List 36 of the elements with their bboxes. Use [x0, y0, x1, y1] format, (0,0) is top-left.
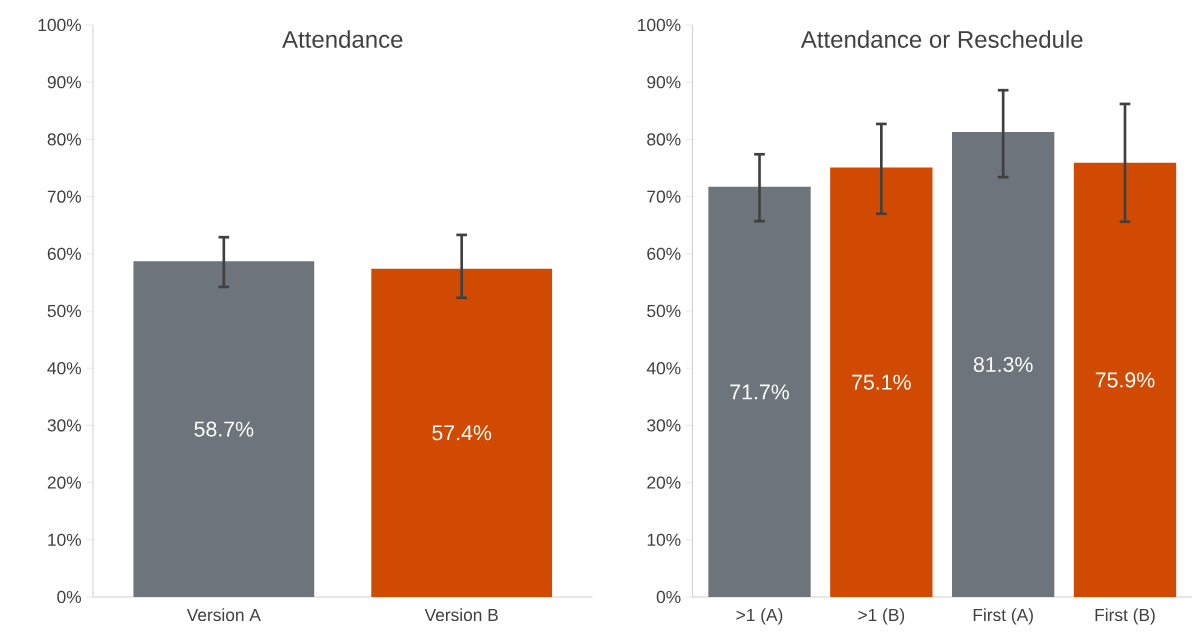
y-tick-label: 10%: [647, 533, 681, 546]
y-tick-label: 40%: [646, 362, 681, 375]
data-label: 75.9%: [1095, 372, 1155, 388]
y-tick-label: 60%: [647, 247, 681, 260]
y-tick-label: 80%: [47, 133, 82, 146]
x-tick-label: Version A: [186, 608, 261, 622]
y-tick-label: 70%: [47, 190, 82, 203]
y-tick-label: 20%: [647, 476, 681, 489]
y-tick-label: 0%: [656, 590, 681, 604]
data-label: 58.7%: [194, 421, 254, 437]
chart-title: Attendance or Reschedule: [800, 30, 1083, 48]
y-tick-label: 30%: [647, 419, 681, 432]
y-tick-label: 90%: [647, 76, 681, 89]
y-tick-label: 100%: [638, 18, 681, 32]
y-tick-label: 80%: [647, 133, 681, 146]
y-tick-label: 20%: [47, 476, 82, 489]
chart-title: Attendance: [282, 30, 403, 48]
x-tick-label: >1 (B): [858, 608, 905, 625]
y-tick-label: 70%: [647, 190, 681, 203]
data-label: 81.3%: [973, 356, 1033, 373]
y-tick-label: 100%: [38, 18, 82, 32]
data-label: 71.7%: [730, 384, 789, 400]
data-label: 75.1%: [852, 374, 911, 390]
y-tick-label: 60%: [47, 247, 82, 260]
y-tick-label: 0%: [57, 590, 82, 604]
x-tick-label: Version B: [424, 608, 498, 622]
x-tick-label: First (B): [1095, 608, 1155, 625]
y-tick-label: 10%: [48, 533, 82, 546]
x-tick-label: First (A): [973, 608, 1033, 625]
x-tick-label: >1 (A): [736, 608, 783, 625]
y-tick-label: 50%: [647, 304, 681, 318]
y-tick-label: 90%: [47, 76, 82, 89]
y-tick-label: 40%: [47, 362, 82, 375]
data-label: 57.4%: [432, 425, 492, 441]
y-tick-label: 50%: [47, 304, 82, 318]
y-tick-label: 30%: [47, 419, 82, 432]
